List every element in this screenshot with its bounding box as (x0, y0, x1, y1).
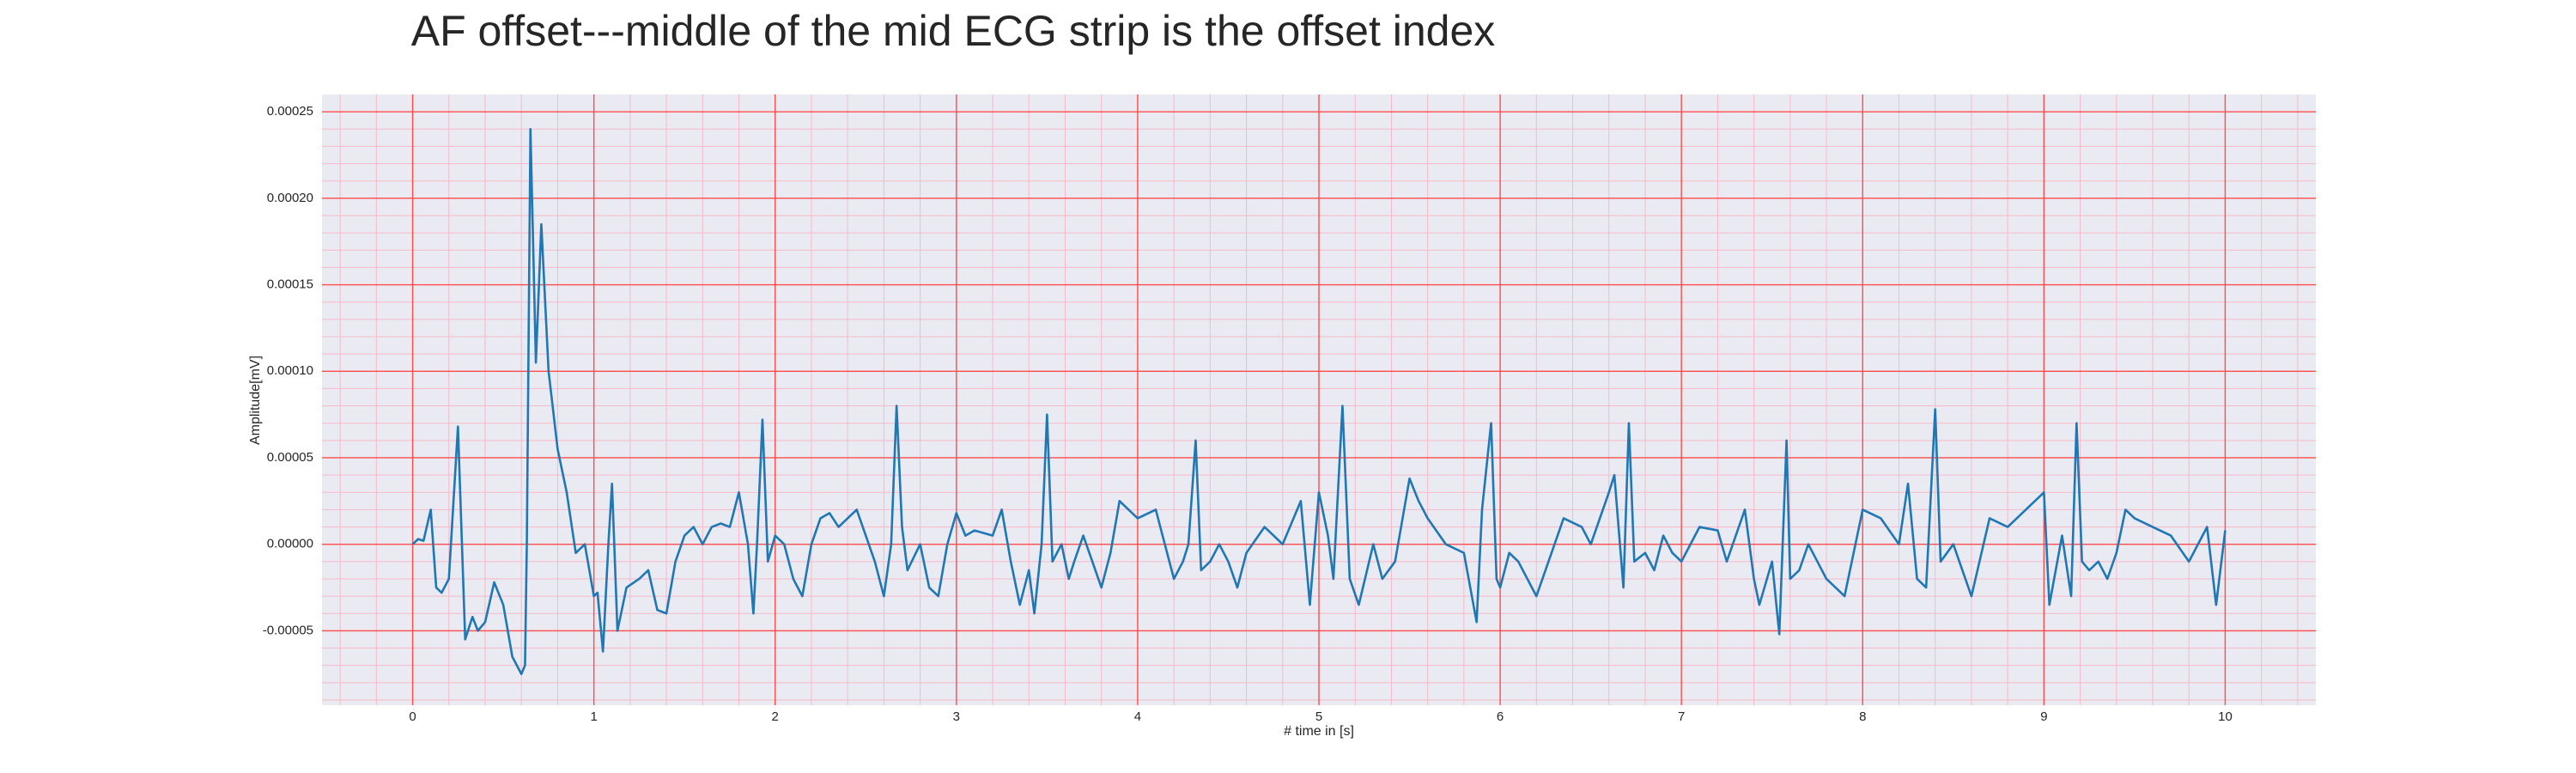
y-tick-label: 0.00020 (267, 191, 313, 205)
ecg-line (411, 127, 2227, 676)
y-tick-label: 0.00005 (267, 450, 313, 465)
y-tick-label: 0.00010 (267, 363, 313, 378)
x-tick-label: 5 (1315, 709, 1322, 724)
x-tick-label: 8 (1859, 709, 1866, 724)
x-tick-label: 4 (1134, 709, 1141, 724)
x-tick-label: 6 (1497, 709, 1504, 724)
x-axis-label: # time in [s] (1284, 724, 1354, 739)
x-tick-label: 7 (1678, 709, 1685, 724)
y-tick-label: 0.00025 (267, 104, 313, 119)
y-tick-label: 0.00000 (267, 537, 313, 551)
chart-title: AF offset---middle of the mid ECG strip … (411, 7, 1496, 55)
x-tick-label: 10 (2218, 709, 2233, 724)
x-tick-label: 1 (590, 709, 597, 724)
x-tick-label: 9 (2040, 709, 2047, 724)
y-tick-label: 0.00015 (267, 277, 313, 292)
y-tick-label: -0.00005 (263, 623, 313, 637)
y-axis-label: Amplitude[mV] (248, 356, 263, 445)
x-tick-label: 3 (953, 709, 960, 724)
x-tick-label: 2 (772, 709, 779, 724)
x-tick-label: 0 (409, 709, 416, 724)
